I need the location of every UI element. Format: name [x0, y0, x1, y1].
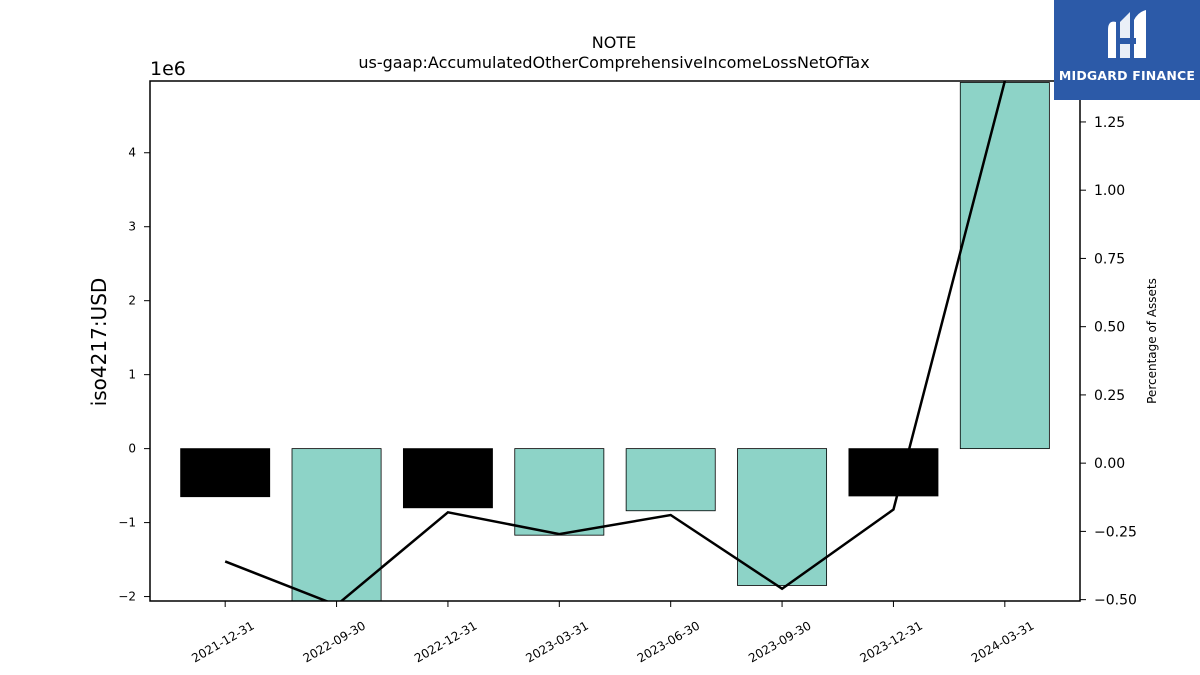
y2-tick-label: 1.00 — [1094, 183, 1125, 199]
bars-group — [180, 82, 1050, 602]
y2-tick-label: 0.25 — [1094, 388, 1125, 404]
bar-2022-12-31 — [402, 448, 493, 509]
y2-axis: −0.50 −0.25 0.00 0.25 0.50 0.75 1.00 1.25 — [1080, 115, 1137, 609]
y-tick-label: 3 — [128, 220, 136, 234]
x-tick-label: 2023-12-31 — [858, 618, 925, 665]
y2-tick-label: −0.50 — [1094, 593, 1137, 609]
y2-tick-label: 0.00 — [1094, 456, 1125, 472]
bar-2023-06-30 — [625, 448, 716, 512]
bar-2022-09-30 — [291, 448, 382, 602]
brand-name: MIDGARD FINANCE — [1058, 68, 1196, 83]
brand-logo: MIDGARD FINANCE — [1054, 0, 1200, 100]
midgard-logo-icon — [1108, 10, 1146, 58]
bar-2024-03-31 — [959, 82, 1050, 450]
bar-2023-09-30 — [737, 448, 828, 586]
x-axis: 2021-12-31 2022-09-30 2022-12-31 2023-03-31… — [189, 601, 1036, 665]
x-tick-label: 2022-09-30 — [301, 618, 368, 665]
x-tick-label: 2024-03-31 — [969, 618, 1036, 665]
bar-2021-12-31 — [180, 448, 271, 498]
y-tick-label: −1 — [118, 516, 136, 530]
y-tick-label: 4 — [128, 146, 136, 160]
y-tick-label: 2 — [128, 294, 136, 308]
y-tick-label: 0 — [128, 442, 136, 456]
chart-title-line2: us-gaap:AccumulatedOtherComprehensiveInc… — [358, 53, 869, 72]
y-axis: −2 −1 0 1 2 3 4 — [118, 146, 150, 604]
y2-tick-label: −0.25 — [1094, 524, 1137, 540]
x-tick-label: 2021-12-31 — [189, 618, 256, 665]
y-tick-label: 1 — [128, 368, 136, 382]
x-tick-label: 2022-12-31 — [412, 618, 479, 665]
y-tick-label: −2 — [118, 590, 136, 604]
y-axis-offset-label: 1e6 — [150, 58, 186, 80]
y2-tick-label: 0.50 — [1094, 320, 1125, 336]
bar-2023-12-31 — [848, 448, 939, 497]
percentage-line-group — [224, 81, 1007, 601]
percentage-of-assets-line — [224, 81, 1007, 601]
y-axis-label: iso4217:USD — [87, 278, 111, 407]
x-tick-label: 2023-09-30 — [746, 618, 813, 665]
y2-tick-label: 0.75 — [1094, 251, 1125, 267]
x-tick-label: 2023-06-30 — [635, 618, 702, 665]
y2-axis-label: Percentage of Assets — [1145, 278, 1159, 404]
plot-frame — [149, 80, 1081, 602]
bar-2023-03-31 — [514, 448, 605, 536]
y2-tick-label: 1.25 — [1094, 115, 1125, 131]
chart-title-line1: NOTE — [592, 33, 636, 52]
x-tick-label: 2023-03-31 — [523, 618, 590, 665]
